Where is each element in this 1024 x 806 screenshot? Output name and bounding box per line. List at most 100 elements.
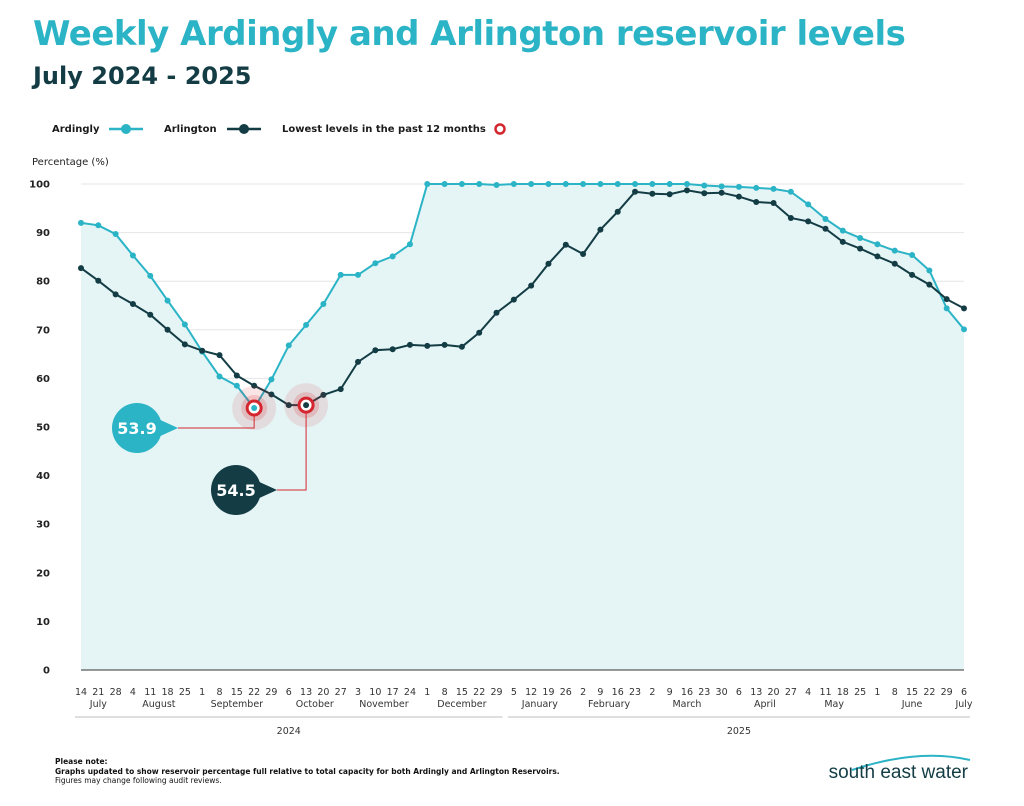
arlington-point [199,347,206,354]
x-month-label: November [359,699,409,710]
x-day-tick-label: 30 [716,687,728,698]
x-day-tick-label: 1 [199,687,205,698]
x-day-tick-label: 8 [892,687,898,698]
ardingly-point [909,251,916,258]
arlington-point [718,189,725,196]
x-day-tick-label: 6 [736,687,742,698]
x-day-tick-label: 23 [698,687,710,698]
lowest-marker-center [303,402,310,409]
x-day-tick-label: 13 [750,687,762,698]
legend-ardingly-line-icon [109,124,144,134]
x-day-tick-label: 3 [355,687,361,698]
x-month-label: December [437,699,486,710]
x-day-tick-label: 26 [560,687,572,698]
x-day-tick-label: 29 [490,687,502,698]
annotation-connector [178,415,255,429]
legend-arlington-line-icon [226,124,261,134]
y-axis-title: Percentage (%) [32,157,109,168]
x-day-tick-label: 4 [805,687,811,698]
y-tick-label: 100 [29,180,50,191]
x-month-label: February [588,699,630,710]
annotation-pointer [255,480,277,500]
ardingly-point [874,241,881,248]
chart-title: Weekly Ardingly and Arlington reservoir … [33,14,906,54]
arlington-point [580,250,587,257]
ardingly-point [268,376,275,383]
legend-label-ardingly: Ardingly [52,123,100,135]
ardingly-point [164,297,171,304]
arlington-point [406,341,413,348]
x-year-label: 2024 [277,726,301,737]
arlington-point [857,245,864,252]
x-day-tick-label: 16 [612,687,624,698]
ardingly-point [666,181,673,187]
arlington-point [874,253,881,260]
arlington-point [787,215,794,222]
x-day-tick-label: 10 [369,687,381,698]
ardingly-point [129,252,136,259]
legend-item-ardingly: Ardingly [52,122,144,136]
brand-wave-icon [851,754,971,771]
y-tick-label: 90 [36,228,50,239]
ardingly-point [303,321,310,328]
ardingly-point [580,181,587,187]
lowest-annotations: 53.9 54.5 [112,383,329,515]
arlington-point [683,187,690,194]
ardingly-point [839,227,846,234]
x-month-label: July [954,699,972,710]
x-day-tick-label: 11 [819,687,831,698]
ardingly-point [406,241,413,248]
x-day-tick-label: 9 [667,687,673,698]
x-month-label: October [296,699,334,710]
ardingly-series-line [80,183,965,410]
x-day-tick-label: 15 [906,687,918,698]
ardingly-point [95,222,102,229]
x-year-label: 2025 [727,726,751,737]
arlington-point [735,193,742,200]
x-day-tick-label: 28 [110,687,122,698]
ardingly-point [632,181,639,187]
arlington-point [251,382,258,389]
arlington-point [337,386,344,393]
annotation-value: 54.5 [216,481,255,500]
x-day-tick-label: 9 [597,687,603,698]
ardingly-point [181,321,188,328]
x-day-tick-label: 20 [768,687,780,698]
x-day-tick-label: 25 [179,687,191,698]
legend-label-lowest: Lowest levels in the past 12 months [282,123,486,135]
ardingly-point [510,181,517,187]
ardingly-point [493,181,500,188]
note-heading: Please note: [55,757,108,766]
arlington-point [753,198,760,205]
x-day-tick-label: 2 [649,687,655,698]
x-day-tick-label: 15 [456,687,468,698]
annotation-value: 53.9 [117,419,156,438]
ardingly-point [891,247,898,254]
ardingly-point [701,182,708,189]
arlington-point [701,190,708,197]
arlington-point [355,358,362,365]
arlington-point [78,265,84,272]
footnote: Please note: Graphs updated to show rese… [55,757,560,786]
arlington-series-line [80,189,965,407]
y-tick-label: 50 [36,423,50,434]
arlington-point [943,296,950,303]
x-day-tick-label: 6 [961,687,967,698]
x-day-tick-label: 20 [317,687,329,698]
arlington-point [181,341,188,348]
arlington-point [926,281,933,288]
ardingly-point [597,181,604,187]
arlington-point [389,346,396,353]
ardingly-point [528,181,535,187]
chart-subtitle: July 2024 - 2025 [33,62,252,90]
arlington-point [649,190,656,197]
ardingly-point [372,260,379,267]
arlington-point [164,326,171,333]
arlington-point [95,277,102,284]
x-day-tick-label: 5 [511,687,517,698]
ardingly-point [649,181,656,187]
x-day-tick-label: 8 [216,687,222,698]
ardingly-point [805,201,812,208]
legend-item-lowest: Lowest levels in the past 12 months [282,122,509,136]
arlington-point [320,391,327,398]
